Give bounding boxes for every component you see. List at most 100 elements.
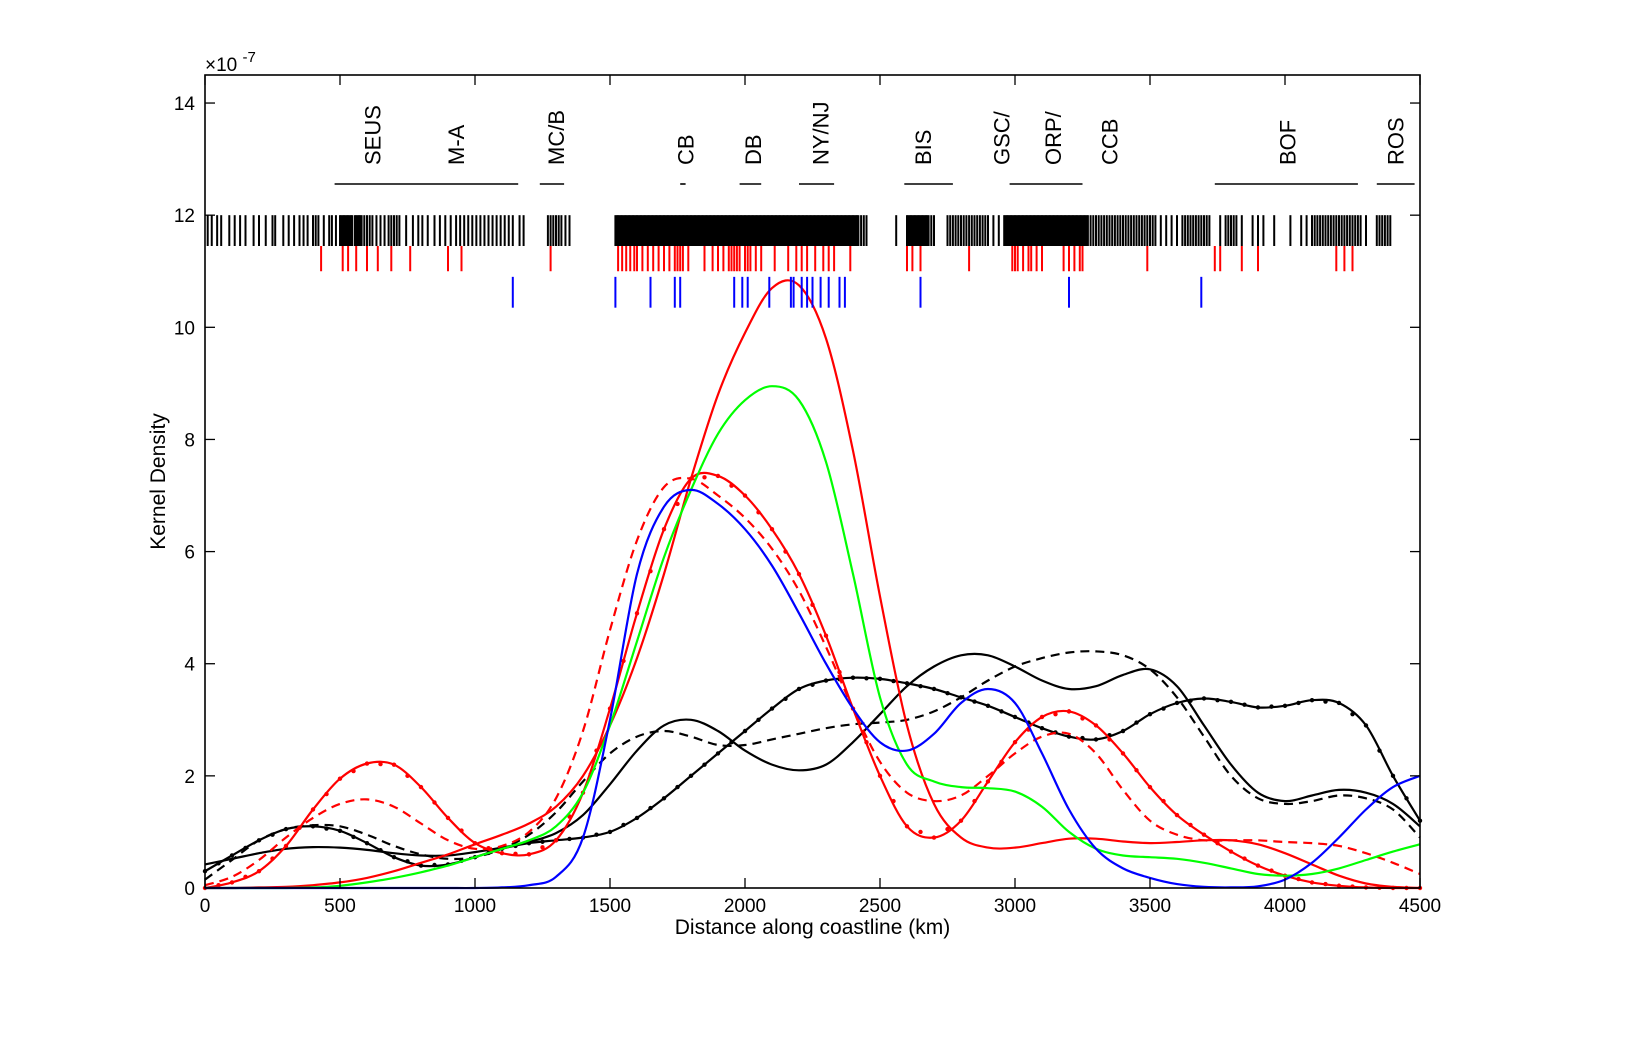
series-point-4 <box>405 773 410 779</box>
region-label: DB <box>741 134 766 165</box>
series-point-3 <box>283 826 289 832</box>
series-point-4 <box>1080 716 1085 721</box>
series-point-3 <box>594 832 599 837</box>
series-point-4 <box>891 798 896 804</box>
series-point-3 <box>904 681 910 686</box>
series-point-3 <box>1228 699 1234 705</box>
series-point-3 <box>769 706 775 711</box>
series-point-4 <box>1323 881 1328 887</box>
x-tick-label: 4000 <box>1264 896 1306 917</box>
series-point-4 <box>229 880 235 885</box>
series-point-4 <box>445 815 451 821</box>
series-point-3 <box>634 815 640 821</box>
series-point-4 <box>1269 868 1274 873</box>
series-point-4 <box>1201 832 1207 837</box>
series-point-4 <box>364 761 370 766</box>
y-ticks-group: 0 2 4 6 8 10 12 14 <box>174 94 1420 900</box>
series-point-4 <box>1093 723 1099 728</box>
regions-group: SEUS M-A MC/B CB DB NY/NJ BIS GSC/ORP/CCB BOF ROS <box>334 101 1415 185</box>
y-tick-label: 4 <box>184 655 195 676</box>
series-point-4 <box>756 510 761 515</box>
x-tick-label: 1000 <box>454 896 496 917</box>
series-point-4 <box>1242 856 1247 861</box>
series-point-3 <box>1120 728 1126 734</box>
series-point-3 <box>1161 706 1166 711</box>
series-line-2 <box>204 650 1421 881</box>
series-point-3 <box>1255 705 1261 710</box>
y-tick-label: 8 <box>184 430 195 451</box>
series-point-3 <box>324 826 329 831</box>
series-point-3 <box>1039 726 1045 731</box>
y-tick-label: 10 <box>174 318 195 339</box>
series-line-1 <box>204 652 1421 866</box>
region-label: MC/B <box>544 110 569 165</box>
series-point-3 <box>1134 720 1139 725</box>
series-point-4 <box>742 493 748 498</box>
series-point-4 <box>837 669 842 675</box>
series-point-4 <box>715 473 721 479</box>
series-line-6 <box>204 279 1421 890</box>
series-point-3 <box>1147 711 1153 717</box>
series-point-3 <box>310 824 316 829</box>
series-point-3 <box>1323 699 1328 704</box>
series-point-3 <box>661 796 667 801</box>
series-point-4 <box>1066 709 1072 714</box>
series-point-4 <box>283 843 289 849</box>
series-point-3 <box>418 863 424 868</box>
series-point-3 <box>256 838 262 843</box>
series-point-4 <box>675 501 680 507</box>
series-point-4 <box>243 874 248 879</box>
series-point-4 <box>1215 840 1220 846</box>
series-point-3 <box>702 762 707 767</box>
y-exponent-power: -7 <box>243 49 256 66</box>
series-point-4 <box>1134 768 1139 773</box>
y-exponent-base: ×10 <box>205 55 237 76</box>
series-point-3 <box>270 832 275 837</box>
series-point-3 <box>1363 723 1369 728</box>
series-point-4 <box>270 856 275 861</box>
series-point-4 <box>823 633 829 638</box>
series-point-3 <box>729 740 734 745</box>
series-point-4 <box>553 838 559 843</box>
series-point-4 <box>931 835 937 840</box>
series-point-3 <box>985 703 991 708</box>
series-point-4 <box>796 571 802 577</box>
series-line-7 <box>205 385 1421 890</box>
x-tick-label: 0 <box>200 896 211 917</box>
x-tick-label: 4500 <box>1399 896 1441 917</box>
series-point-4 <box>634 611 640 616</box>
series-point-3 <box>1309 697 1315 703</box>
series-point-4 <box>783 549 788 554</box>
region-label: BIS <box>911 130 936 165</box>
rug-group <box>206 215 1392 308</box>
series-point-3 <box>783 696 788 701</box>
series-point-4 <box>769 526 775 532</box>
series-point-3 <box>351 834 356 840</box>
series-point-3 <box>1296 700 1301 706</box>
series-point-3 <box>796 686 802 692</box>
region-label: GSC/ <box>990 110 1015 165</box>
series-point-3 <box>810 682 815 687</box>
series-point-4 <box>499 851 505 856</box>
y-tick-label: 2 <box>184 767 195 788</box>
series-point-4 <box>324 791 329 797</box>
series-point-3 <box>216 861 221 866</box>
x-ticks-group: 0 500 1000 1500 2000 2500 3000 3500 4000 4500 <box>200 75 1441 917</box>
series-point-4 <box>648 569 653 574</box>
x-tick-label: 3500 <box>1129 896 1171 917</box>
series-point-4 <box>729 483 734 488</box>
series-point-3 <box>958 695 964 700</box>
series-point-3 <box>850 675 856 680</box>
y-tick-label: 14 <box>174 94 196 115</box>
series-point-3 <box>675 784 680 790</box>
series-point-3 <box>1188 698 1193 703</box>
series-point-4 <box>810 602 815 608</box>
series-point-3 <box>945 690 950 696</box>
series-point-4 <box>526 852 532 857</box>
series-point-3 <box>540 839 545 844</box>
series-point-4 <box>391 762 397 767</box>
series-point-4 <box>864 740 869 745</box>
series-point-4 <box>1336 883 1342 888</box>
